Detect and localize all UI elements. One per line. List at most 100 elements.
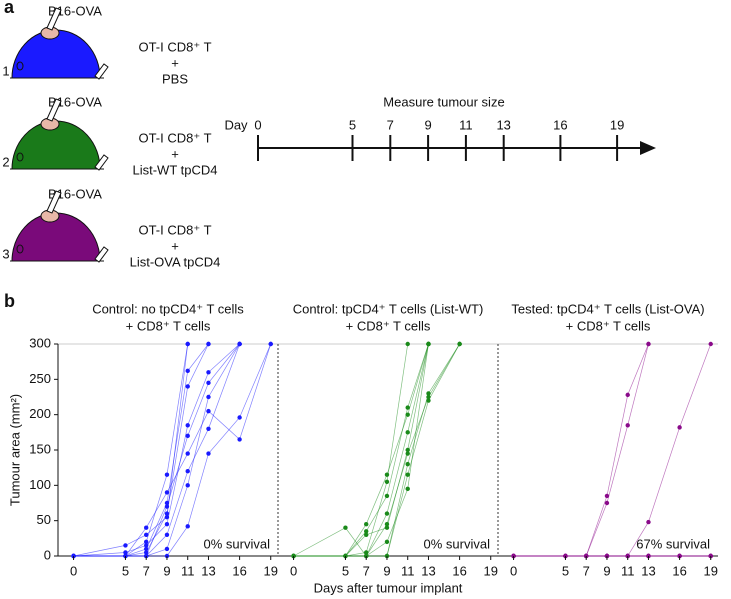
chart-title: Tested: tpCD4⁺ T cells (List-OVA) [511,301,704,316]
timeline-day: 16 [553,117,567,132]
data-point [426,341,431,347]
data-point [364,522,369,527]
data-point [364,529,369,534]
data-point [206,394,211,400]
treatment: + [171,55,179,70]
data-point [625,392,630,398]
treatment: + [171,146,179,161]
x-tick-label: 9 [163,563,170,578]
x-tick-label: 16 [232,563,246,578]
data-point [206,341,211,347]
data-point [708,341,713,347]
series-line [293,343,460,557]
data-point [426,391,431,396]
syringe [94,154,109,171]
data-point [164,522,170,527]
group-number: 2 [2,154,9,169]
data-point [206,370,211,375]
y-tick-label: 200 [29,406,51,421]
timeline-day: 19 [610,117,624,132]
chart-title: + CD8⁺ T cells [566,318,651,333]
series-line [73,343,272,557]
data-point [185,433,190,439]
timeline-day: 11 [459,117,473,132]
data-point [123,543,128,548]
treatment: OT-I CD8⁺ T [138,130,211,145]
data-point [646,519,651,525]
data-point [405,430,410,435]
data-point [185,524,190,529]
syringe [94,63,109,80]
x-tick-label: 11 [621,563,635,578]
data-point [384,539,390,545]
x-tick-label: 9 [383,563,390,578]
y-axis-label: Tumour area (mm²) [7,394,22,506]
chart-title: + CD8⁺ T cells [126,318,211,333]
timeline-day: 13 [496,117,510,132]
panel-label: b [4,291,15,311]
eye [16,244,24,254]
x-tick-label: 11 [181,563,195,578]
group-number: 3 [2,246,9,261]
annotation: 67% survival [636,536,710,551]
tumour-label: B16-OVA [48,186,102,201]
timeline-day: 7 [387,117,394,132]
data-point [185,469,190,474]
data-point [343,525,348,530]
series-line [293,343,409,557]
timeline-day: 5 [349,117,356,132]
data-point [206,426,211,431]
treatment: PBS [162,71,188,86]
series-line [73,343,240,557]
data-point [384,525,390,530]
series-line [293,343,460,557]
data-point [604,493,610,499]
data-point [237,437,242,442]
data-point [164,511,170,516]
y-tick-label: 100 [29,477,51,492]
x-tick-label: 7 [363,563,370,578]
chart-title: Control: no tpCD4⁺ T cells [92,301,244,316]
series-line [73,343,240,557]
y-tick-label: 0 [44,547,51,562]
data-point [405,486,410,492]
data-point [185,368,190,374]
series-line [293,343,429,557]
data-point [405,405,410,410]
x-tick-label: 13 [421,563,435,578]
syringe [46,98,62,122]
data-point [384,472,390,477]
data-point [185,384,190,389]
data-point [646,341,651,347]
data-point [426,398,431,403]
x-tick-label: 9 [603,563,610,578]
treatment: List-WT tpCD4 [133,162,218,177]
tumour-label: B16-OVA [48,94,102,109]
x-tick-label: 5 [342,563,349,578]
syringe [94,246,109,263]
group-number: 1 [2,63,9,78]
data-point [144,525,149,530]
x-tick-label: 19 [704,563,718,578]
panel-label: a [4,0,15,17]
data-point [185,341,190,347]
x-tick-label: 5 [122,563,129,578]
data-point [625,423,630,428]
timeline-day: 9 [424,117,431,132]
mouse-body [11,212,101,262]
x-tick-label: 16 [452,563,466,578]
series-line [293,343,460,557]
series-line [73,343,240,557]
x-tick-label: 0 [510,563,517,578]
data-point [384,493,390,499]
treatment: List-OVA tpCD4 [130,254,221,269]
x-tick-label: 13 [201,563,215,578]
x-tick-label: 0 [70,563,77,578]
y-tick-label: 250 [29,371,51,386]
treatment: + [171,238,179,253]
x-axis-label: Days after tumour implant [314,580,463,595]
timeline-day: 0 [254,117,261,132]
data-point [185,423,190,428]
series-line [513,343,649,557]
mouse-body [11,120,101,170]
